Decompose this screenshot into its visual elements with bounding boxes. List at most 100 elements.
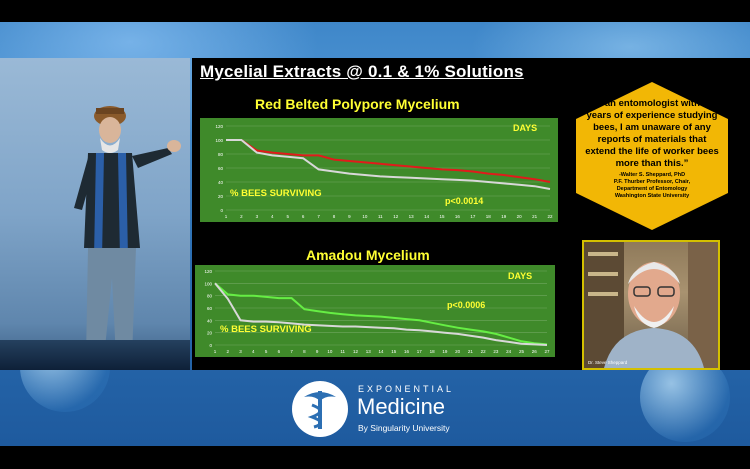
photo-caption: Dr. Steve Sheppard xyxy=(588,360,628,365)
x-tick-label: 18 xyxy=(486,214,492,219)
days-label: DAYS xyxy=(508,271,532,281)
quote-text: “As an entomologist with 40+ years of ex… xyxy=(584,98,720,200)
quote-role: Washington State University xyxy=(614,193,690,199)
x-tick-label: 3 xyxy=(239,349,242,354)
x-tick-label: 1 xyxy=(214,349,217,354)
x-tick-label: 3 xyxy=(256,214,259,219)
quote-role: P.F. Thurber Professor, Chair, xyxy=(613,179,691,185)
x-tick-label: 16 xyxy=(455,214,461,219)
y-tick-label: 0 xyxy=(220,208,223,213)
exponential-medicine-logo xyxy=(292,381,348,437)
chart-background xyxy=(200,118,558,222)
x-tick-label: 12 xyxy=(393,214,399,219)
x-tick-label: 27 xyxy=(544,349,550,354)
x-tick-label: 17 xyxy=(417,349,423,354)
x-tick-label: 18 xyxy=(430,349,436,354)
x-tick-label: 15 xyxy=(439,214,445,219)
x-tick-label: 16 xyxy=(404,349,410,354)
series-line xyxy=(214,282,548,346)
slide-title: Mycelial Extracts @ 0.1 & 1% Solutions xyxy=(200,62,524,81)
portrait-figure xyxy=(584,242,718,368)
y-tick-label: 120 xyxy=(215,124,223,129)
y-tick-label: 80 xyxy=(218,152,224,157)
y-tick-label: 80 xyxy=(207,294,213,299)
x-tick-label: 9 xyxy=(348,214,351,219)
x-tick-label: 22 xyxy=(547,214,553,219)
x-tick-label: 26 xyxy=(532,349,538,354)
caduceus-icon xyxy=(304,391,336,429)
x-tick-label: 9 xyxy=(316,349,319,354)
days-label: DAYS xyxy=(513,123,537,133)
x-tick-label: 4 xyxy=(252,349,255,354)
chart-title: Red Belted Polypore Mycelium xyxy=(255,96,460,112)
brand-line3: By Singularity University xyxy=(358,423,450,433)
chart-title: Amadou Mycelium xyxy=(306,247,430,263)
chart-background xyxy=(195,265,555,357)
x-tick-label: 10 xyxy=(362,214,368,219)
x-tick-label: 14 xyxy=(424,214,430,219)
quote-author: -Walter S. Sheppard, PhD xyxy=(618,172,686,178)
x-tick-label: 13 xyxy=(366,349,372,354)
x-tick-label: 12 xyxy=(353,349,359,354)
x-tick-label: 22 xyxy=(481,349,487,354)
x-tick-label: 2 xyxy=(227,349,230,354)
y-tick-label: 20 xyxy=(218,194,224,199)
quote-role: Department of Entomology xyxy=(616,186,688,192)
letterbox-bottom xyxy=(0,446,750,469)
bees-surviving-label: % BEES SURVIVING xyxy=(230,188,322,199)
p-value-label: p<0.0006 xyxy=(447,300,485,310)
x-tick-label: 19 xyxy=(501,214,507,219)
x-tick-label: 25 xyxy=(519,349,525,354)
y-tick-label: 100 xyxy=(204,281,212,286)
series-line xyxy=(226,139,551,183)
x-tick-label: 8 xyxy=(333,214,336,219)
x-tick-label: 8 xyxy=(303,349,306,354)
y-tick-label: 60 xyxy=(218,166,224,171)
x-tick-label: 11 xyxy=(378,214,383,219)
y-tick-label: 40 xyxy=(207,318,213,323)
x-tick-label: 11 xyxy=(340,349,345,354)
y-tick-label: 0 xyxy=(209,343,212,348)
x-tick-label: 21 xyxy=(532,214,538,219)
x-tick-label: 21 xyxy=(468,349,474,354)
x-tick-label: 6 xyxy=(278,349,281,354)
x-tick-label: 19 xyxy=(442,349,448,354)
brand-line1: EXPONENTIAL xyxy=(358,384,455,394)
p-value-label: p<0.0014 xyxy=(445,196,483,206)
x-tick-label: 4 xyxy=(271,214,274,219)
x-tick-label: 15 xyxy=(391,349,397,354)
y-tick-label: 120 xyxy=(204,269,212,274)
stage-floor xyxy=(0,340,190,370)
y-tick-label: 20 xyxy=(207,331,213,336)
x-tick-label: 6 xyxy=(302,214,305,219)
y-tick-label: 40 xyxy=(218,180,224,185)
x-tick-label: 1 xyxy=(225,214,228,219)
y-tick-label: 100 xyxy=(215,138,223,143)
speaker-video xyxy=(0,58,190,370)
x-tick-label: 23 xyxy=(493,349,499,354)
x-tick-label: 7 xyxy=(290,349,293,354)
portrait-photo: Dr. Steve Sheppard xyxy=(582,240,720,370)
x-tick-label: 24 xyxy=(506,349,512,354)
y-tick-label: 60 xyxy=(207,306,213,311)
x-tick-label: 5 xyxy=(265,349,268,354)
x-tick-label: 2 xyxy=(240,214,243,219)
series-line xyxy=(214,282,548,346)
brand-line2: Medicine xyxy=(357,394,446,419)
x-tick-label: 20 xyxy=(517,214,523,219)
speaker-figure xyxy=(74,106,181,364)
x-tick-label: 5 xyxy=(286,214,289,219)
quote-hexagon xyxy=(576,82,728,230)
quote-body: “As an entomologist with 40+ years of ex… xyxy=(585,98,719,169)
letterbox-top xyxy=(0,0,750,22)
x-tick-label: 20 xyxy=(455,349,461,354)
x-tick-label: 10 xyxy=(327,349,333,354)
x-tick-label: 7 xyxy=(317,214,320,219)
x-tick-label: 17 xyxy=(470,214,476,219)
series-line xyxy=(226,139,551,190)
x-tick-label: 13 xyxy=(409,214,415,219)
bees-surviving-label: % BEES SURVIVING xyxy=(220,324,312,335)
x-tick-label: 14 xyxy=(378,349,384,354)
